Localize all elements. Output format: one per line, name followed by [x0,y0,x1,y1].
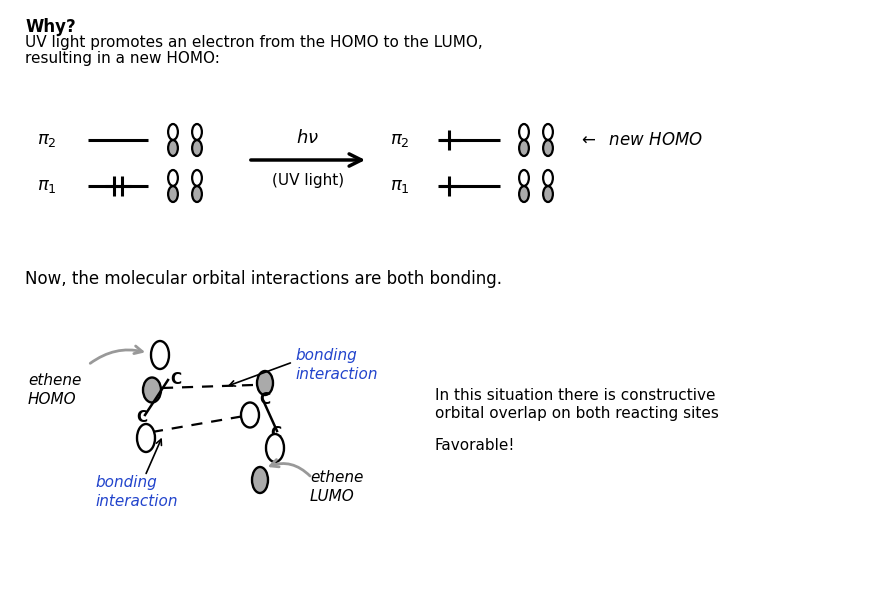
Text: Favorable!: Favorable! [435,438,516,453]
Text: $\pi_2$: $\pi_2$ [38,131,57,149]
Ellipse shape [192,186,202,202]
Text: $\pi_1$: $\pi_1$ [38,177,57,195]
Text: C: C [136,409,147,425]
Ellipse shape [519,170,529,186]
Ellipse shape [252,467,268,493]
Ellipse shape [192,124,202,140]
Ellipse shape [543,140,553,156]
Ellipse shape [192,140,202,156]
Text: $h\nu$: $h\nu$ [296,129,320,147]
Ellipse shape [192,170,202,186]
Text: UV light promotes an electron from the HOMO to the LUMO,: UV light promotes an electron from the H… [25,35,482,50]
Ellipse shape [168,124,178,140]
Text: bonding
interaction: bonding interaction [295,348,378,382]
Text: C: C [170,373,181,387]
Ellipse shape [519,140,529,156]
Text: orbital overlap on both reacting sites: orbital overlap on both reacting sites [435,406,719,421]
Text: $\pi_2$: $\pi_2$ [391,131,410,149]
Text: Now, the molecular orbital interactions are both bonding.: Now, the molecular orbital interactions … [25,270,502,288]
Ellipse shape [168,186,178,202]
Ellipse shape [257,371,273,395]
Ellipse shape [543,124,553,140]
Ellipse shape [519,186,529,202]
Ellipse shape [151,341,169,369]
Text: C: C [270,426,281,440]
Text: C: C [259,392,270,407]
Text: (UV light): (UV light) [272,173,344,188]
Text: $\pi_1$: $\pi_1$ [391,177,410,195]
Text: $\leftarrow$  new HOMO: $\leftarrow$ new HOMO [578,131,703,149]
Text: bonding
interaction: bonding interaction [95,475,177,509]
Ellipse shape [168,170,178,186]
Ellipse shape [266,434,284,462]
Text: ethene
LUMO: ethene LUMO [310,470,364,504]
Text: In this situation there is constructive: In this situation there is constructive [435,388,716,403]
Ellipse shape [143,378,161,403]
Ellipse shape [543,170,553,186]
Ellipse shape [241,403,259,428]
Text: Why?: Why? [25,18,76,36]
Text: resulting in a new HOMO:: resulting in a new HOMO: [25,51,220,66]
Ellipse shape [137,424,155,452]
Text: ethene
HOMO: ethene HOMO [28,373,81,407]
Ellipse shape [519,124,529,140]
Ellipse shape [168,140,178,156]
Ellipse shape [543,186,553,202]
